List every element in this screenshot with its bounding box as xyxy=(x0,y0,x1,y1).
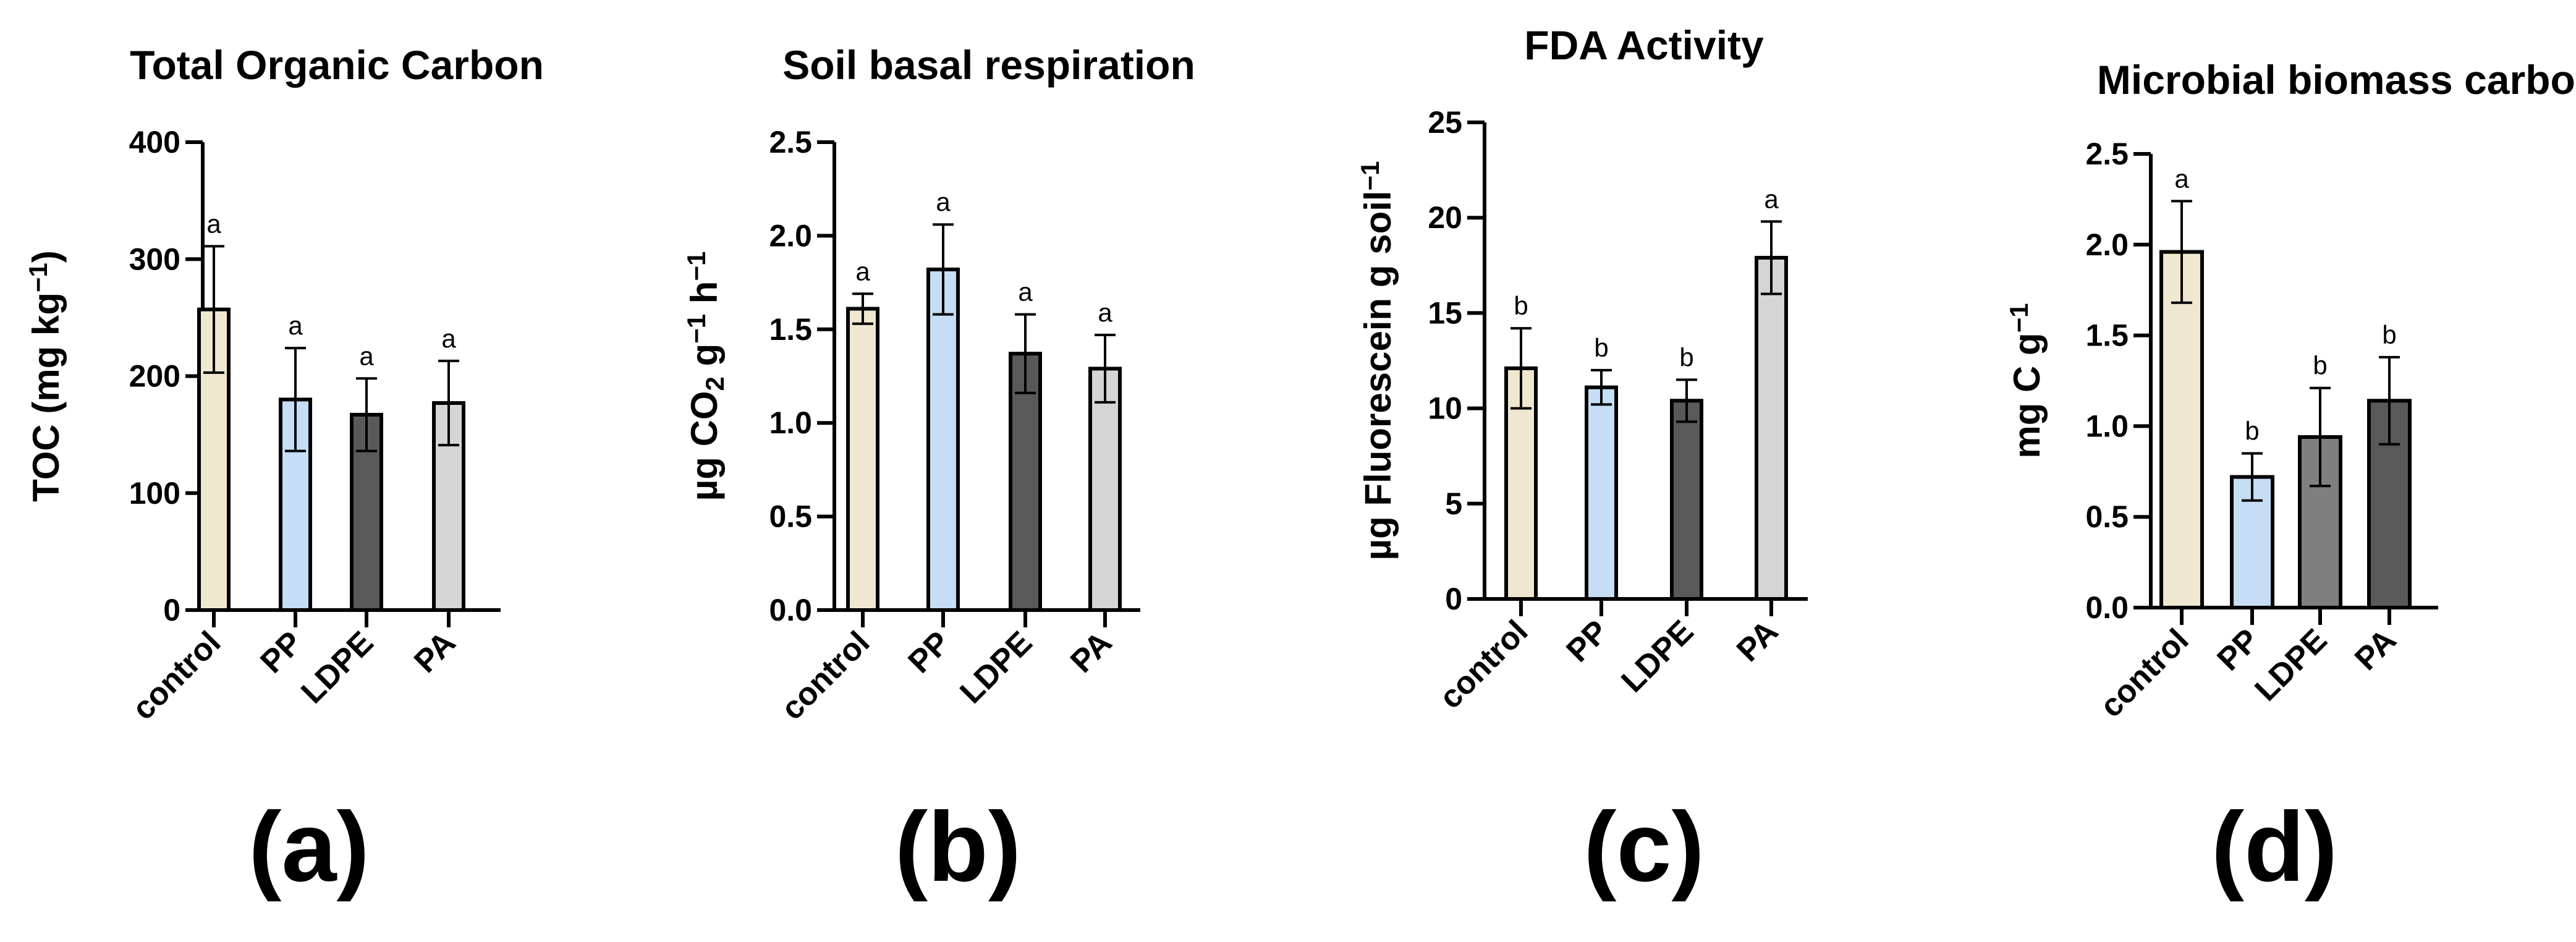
y-tick-label: 2.0 xyxy=(2085,227,2129,262)
significance-letter: a xyxy=(1098,298,1112,327)
significance-letter: b xyxy=(2245,416,2259,445)
x-tick-label: control xyxy=(774,624,877,727)
x-tick-label: control xyxy=(125,624,228,727)
y-axis-label: mg C g−1 xyxy=(2004,303,2048,458)
x-tick-label: PA xyxy=(407,624,462,679)
panel-label: (c) xyxy=(1583,791,1705,902)
y-tick-label: 2.5 xyxy=(769,125,812,159)
y-axis-label-part: −1 xyxy=(1355,161,1384,191)
significance-letter: a xyxy=(206,209,221,238)
y-axis-label: µg Fluorescein g soil−1 xyxy=(1355,161,1399,561)
panel-label: (b) xyxy=(895,791,1021,902)
x-tick-label: PA xyxy=(2348,622,2403,677)
x-tick-label: PA xyxy=(1730,613,1785,668)
y-tick-label: 25 xyxy=(1428,105,1462,140)
x-tick-label: PP xyxy=(901,624,957,680)
x-tick-label: LDPE xyxy=(2248,622,2334,708)
y-tick-label: 200 xyxy=(129,359,180,394)
y-tick-label: 1.0 xyxy=(769,405,812,440)
significance-letter: a xyxy=(288,311,303,340)
y-axis-label-part: −1 xyxy=(682,252,711,281)
y-tick-label: 0 xyxy=(1445,582,1462,616)
chart-title: Microbial biomass carbon xyxy=(2097,57,2576,103)
x-tick-label: control xyxy=(2093,622,2196,724)
y-tick-label: 300 xyxy=(129,242,180,276)
x-tick-label: PP xyxy=(1559,613,1615,669)
y-axis-label-part: −1 xyxy=(23,263,53,292)
bar-control xyxy=(2159,250,2204,609)
x-tick-label: LDPE xyxy=(1614,613,1700,699)
panel-label: (a) xyxy=(248,791,370,902)
x-tick-label: control xyxy=(1433,613,1535,716)
y-tick-label: 400 xyxy=(129,125,180,159)
significance-letter: b xyxy=(1514,291,1528,320)
y-tick-label: 2.5 xyxy=(2085,137,2129,171)
y-tick-label: 2.0 xyxy=(769,218,812,253)
significance-letter: a xyxy=(855,257,870,286)
y-tick-label: 100 xyxy=(129,476,180,511)
panel-label: (d) xyxy=(2211,791,2337,902)
y-tick-label: 0.5 xyxy=(2085,499,2129,534)
bar-ldpe xyxy=(1670,399,1703,601)
y-axis-label-part: µg CO xyxy=(684,391,725,501)
y-tick-label: 0 xyxy=(163,593,180,627)
y-axis-label-part: ) xyxy=(25,250,67,263)
panel-d: Microbial biomass carbon 0.0 0.5 1.0 1.5 2.0 2… xyxy=(2004,57,2576,902)
y-axis-label-part: −1 xyxy=(2004,303,2033,333)
x-tick-label: PP xyxy=(253,624,309,680)
significance-letter: b xyxy=(2382,320,2396,349)
significance-letter: a xyxy=(359,341,374,370)
y-axis-label-part: −1 xyxy=(682,314,711,344)
significance-letter: a xyxy=(936,187,951,216)
y-tick-label: 15 xyxy=(1428,295,1462,330)
y-axis-label-part: h xyxy=(684,281,725,314)
bar-control xyxy=(846,307,879,612)
significance-letter: a xyxy=(1018,278,1033,307)
panel-a: Total Organic Carbon 0 100 200 300 400 TOC (mg… xyxy=(23,42,544,902)
y-tick-label: 5 xyxy=(1445,486,1462,521)
y-tick-label: 20 xyxy=(1428,200,1462,235)
y-axis-label-part: TOC (mg kg xyxy=(25,292,67,502)
y-tick-label: 0.5 xyxy=(769,499,812,534)
bar-pp xyxy=(1585,385,1618,601)
y-tick-label: 1.0 xyxy=(2085,409,2129,443)
chart-title: FDA Activity xyxy=(1524,22,1764,68)
y-axis-label: µg CO2 g−1 h−1 xyxy=(682,252,729,501)
significance-letter: a xyxy=(441,324,456,353)
y-tick-label: 0.0 xyxy=(2085,590,2129,625)
x-tick-label: LDPE xyxy=(953,624,1039,710)
y-tick-label: 10 xyxy=(1428,391,1462,426)
significance-letter: b xyxy=(1679,342,1693,371)
chart-title: Total Organic Carbon xyxy=(130,42,544,88)
significance-letter: b xyxy=(1594,333,1608,362)
y-tick-label: 0.0 xyxy=(769,593,812,627)
y-axis-label-part: g xyxy=(684,344,725,376)
significance-letter: a xyxy=(2174,164,2189,193)
significance-letter: b xyxy=(2313,351,2327,380)
bar-pa xyxy=(1755,255,1788,601)
y-axis-label-part: µg Fluorescein g soil xyxy=(1357,190,1399,560)
y-axis-label-part: 2 xyxy=(700,376,729,391)
x-tick-label: LDPE xyxy=(294,624,380,710)
y-tick-label: 1.5 xyxy=(2085,318,2129,353)
significance-letter: a xyxy=(1764,184,1779,213)
bar-pa xyxy=(1088,367,1122,612)
bar-pp xyxy=(926,267,960,612)
chart-title: Soil basal respiration xyxy=(782,42,1195,88)
y-tick-label: 1.5 xyxy=(769,312,812,347)
panel-c: FDA Activity 0 5 10 15 20 25 µg Fluorescein g s… xyxy=(1355,22,1808,902)
panel-b: Soil basal respiration 0.0 0.5 1.0 1.5 2.0 2.5… xyxy=(682,42,1195,902)
y-axis-label: TOC (mg kg−1) xyxy=(23,250,67,502)
x-tick-label: PA xyxy=(1064,624,1119,679)
y-axis-label-part: mg C g xyxy=(2006,333,2048,458)
x-tick-label: PP xyxy=(2210,622,2266,677)
